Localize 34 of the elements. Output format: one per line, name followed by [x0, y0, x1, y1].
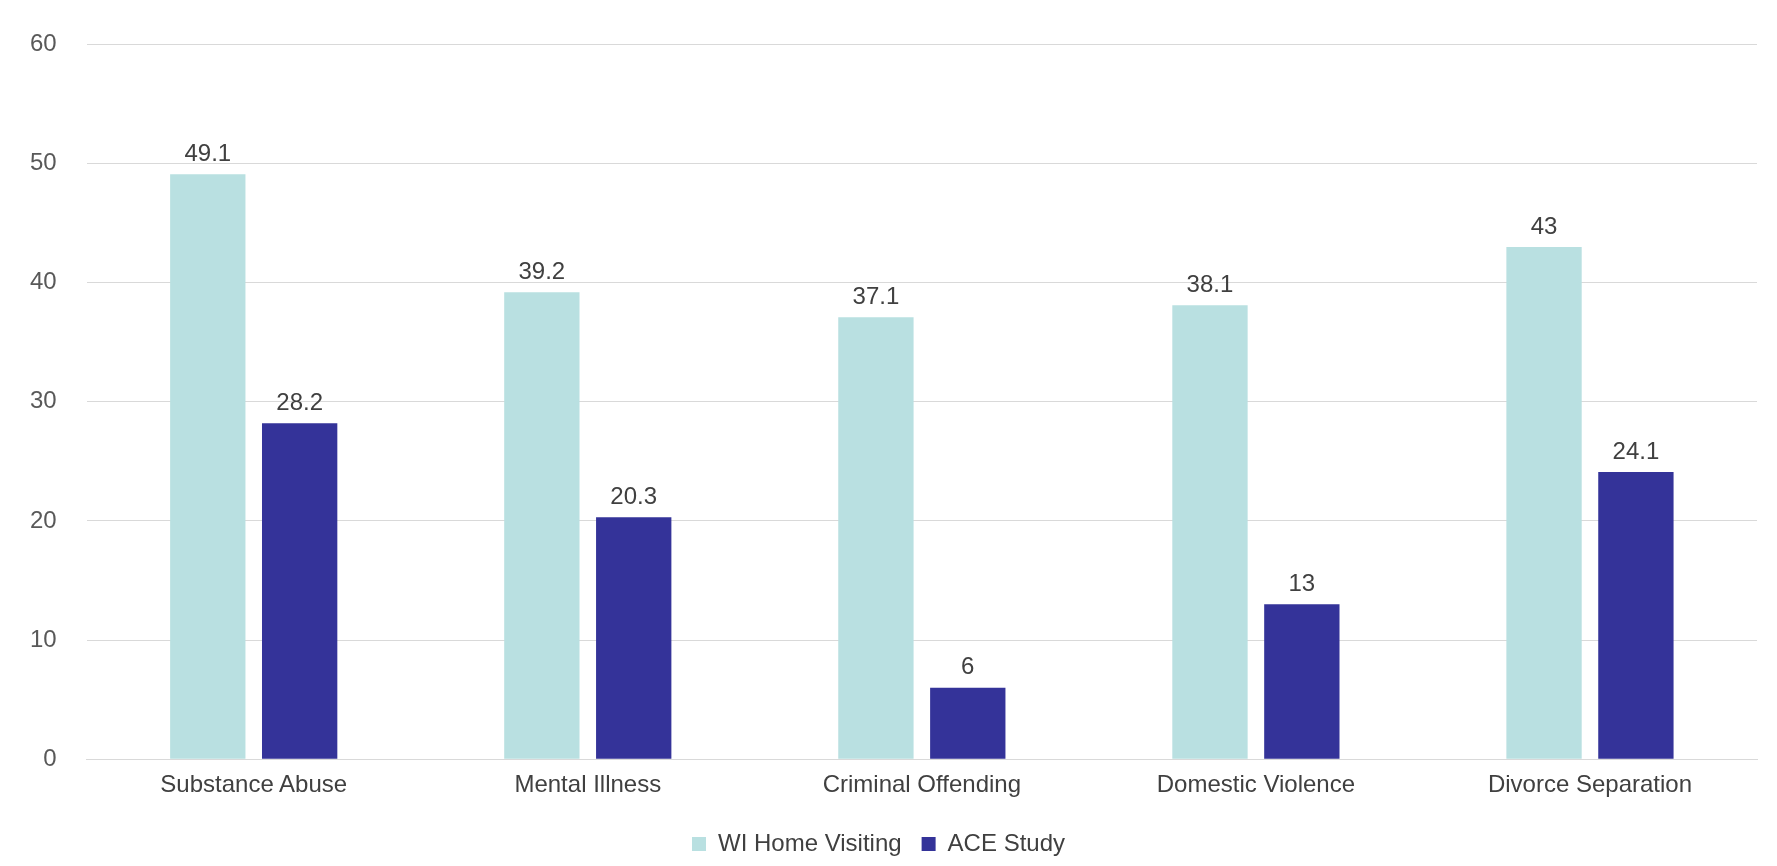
bar	[596, 517, 672, 759]
bar	[838, 317, 914, 759]
legend-label: ACE Study	[947, 828, 1065, 856]
data-label: 49.1	[184, 138, 232, 166]
data-label: 24.1	[1612, 436, 1660, 464]
y-tick-label: 40	[29, 267, 57, 295]
y-tick-label: 50	[29, 148, 57, 176]
y-tick-label: 30	[29, 386, 57, 414]
legend-label: WI Home Visiting	[718, 828, 902, 856]
bar	[261, 423, 338, 759]
bar	[1264, 604, 1340, 759]
x-tick-label: Criminal Offending	[822, 770, 1022, 798]
data-label: 37.1	[852, 281, 900, 309]
x-tick-label: Substance Abuse	[160, 770, 348, 798]
bar	[930, 687, 1006, 759]
data-label: 38.1	[1186, 269, 1234, 297]
bar	[1598, 472, 1674, 759]
y-tick-label: 60	[29, 29, 57, 57]
x-tick-label: Domestic Violence	[1156, 770, 1356, 798]
bar	[170, 174, 246, 759]
y-tick-label: 10	[29, 624, 57, 652]
data-label: 20.3	[610, 481, 658, 509]
y-tick-label: 20	[29, 505, 57, 533]
data-label: 28.2	[276, 387, 324, 415]
bar	[1172, 305, 1248, 759]
data-label: 43	[1530, 211, 1558, 239]
data-label: 13	[1288, 568, 1316, 596]
bar	[1506, 246, 1582, 759]
bar	[504, 292, 580, 759]
x-tick-label: Mental Illness	[514, 770, 662, 798]
y-tick-label: 0	[43, 743, 57, 771]
x-tick-label: Divorce Separation	[1487, 770, 1693, 798]
data-label: 39.2	[518, 256, 566, 284]
data-label: 6	[961, 652, 975, 680]
